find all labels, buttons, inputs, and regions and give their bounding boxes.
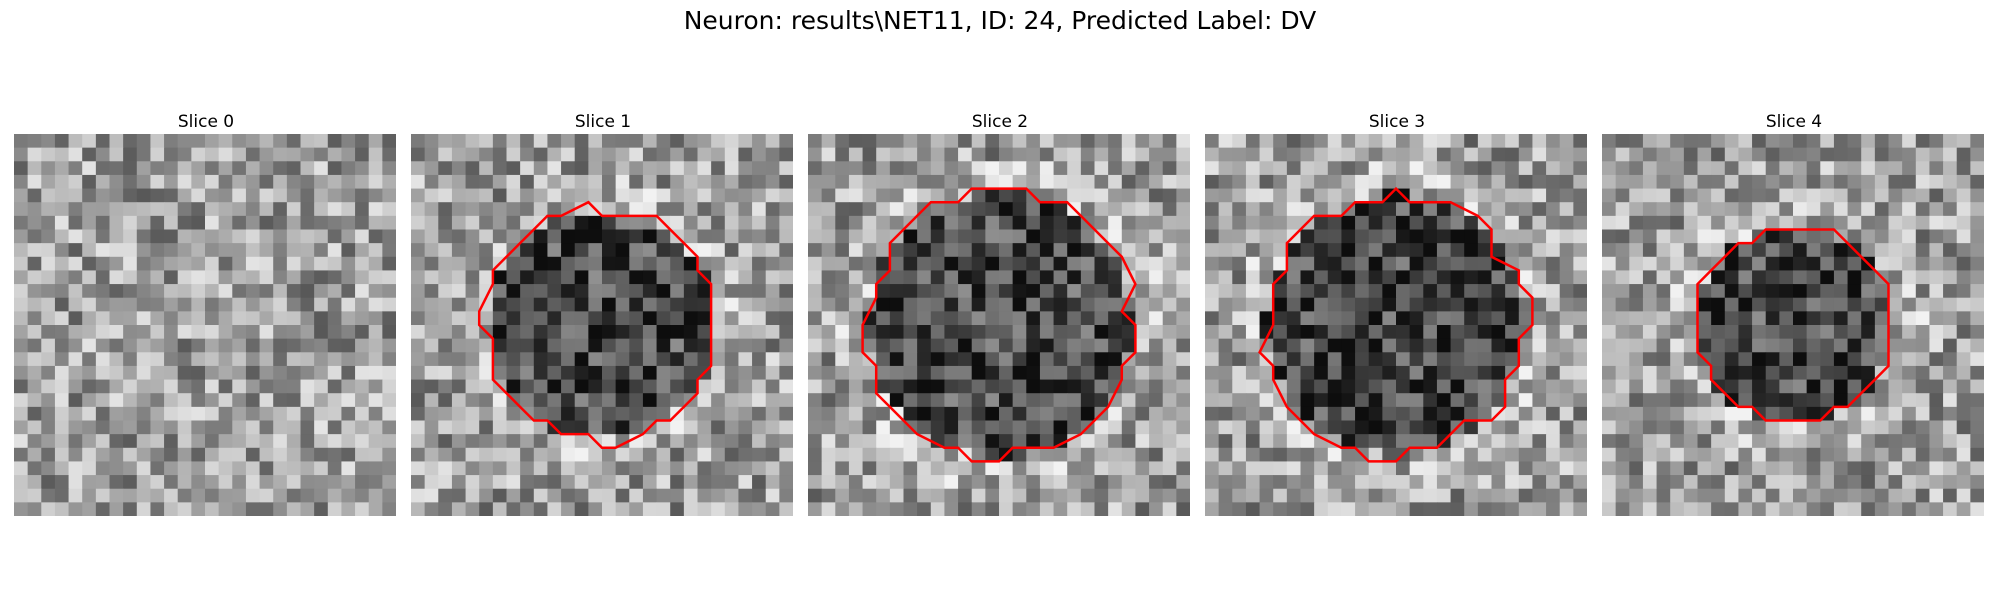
slice-title: Slice 3 — [1368, 112, 1426, 132]
slice-image — [411, 134, 793, 516]
slice-image — [14, 134, 396, 516]
slice-image — [808, 134, 1190, 516]
slice-panel-0: Slice 0 — [14, 110, 398, 516]
slice-image — [1602, 134, 1984, 516]
slice-title: Slice 2 — [971, 112, 1029, 132]
figure-title: Neuron: results\NET11, ID: 24, Predicted… — [683, 6, 1317, 35]
neuron-contour — [1258, 186, 1534, 463]
slice-image — [1205, 134, 1587, 516]
slice-title: Slice 1 — [574, 112, 632, 132]
slice-title: Slice 4 — [1765, 112, 1823, 132]
slice-panel-4: Slice 4 — [1602, 110, 1986, 516]
slice-panel-1: Slice 1 — [411, 110, 795, 516]
neuron-contour — [861, 187, 1137, 463]
neuron-contour — [1696, 228, 1890, 422]
slice-panel-3: Slice 3 — [1205, 110, 1589, 516]
slice-title: Slice 0 — [177, 112, 235, 132]
neuron-contour — [477, 200, 713, 450]
slice-panel-2: Slice 2 — [808, 110, 1192, 516]
